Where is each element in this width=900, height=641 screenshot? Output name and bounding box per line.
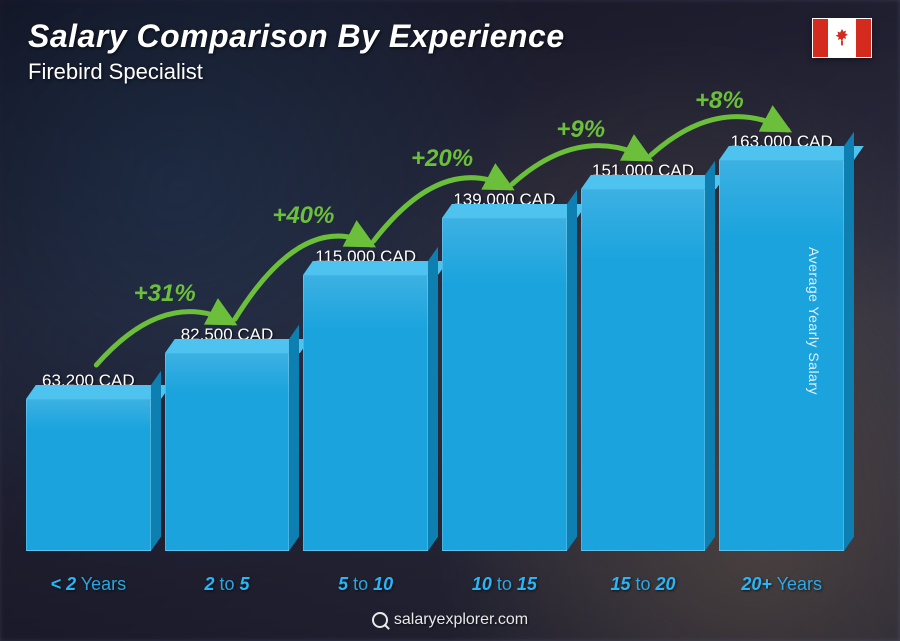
x-label: < 2 Years	[26, 574, 151, 595]
bar-col: 63,200 CAD	[26, 371, 151, 551]
page-title: Salary Comparison By Experience	[28, 18, 565, 55]
x-label: 2 to 5	[165, 574, 290, 595]
bar	[303, 275, 428, 551]
bar-col: 139,000 CAD	[442, 190, 567, 551]
bar-col: 163,000 CAD	[719, 132, 844, 551]
bar-col: 151,000 CAD	[581, 161, 706, 551]
logo-icon	[372, 612, 388, 628]
bars-container: 63,200 CAD82,500 CAD115,000 CAD139,000 C…	[20, 100, 850, 551]
footer-site: salaryexplorer.com	[394, 611, 528, 628]
title-block: Salary Comparison By Experience Firebird…	[28, 18, 565, 85]
footer: salaryexplorer.com	[0, 611, 900, 629]
x-label: 20+ Years	[719, 574, 844, 595]
bar	[719, 160, 844, 551]
bar-col: 82,500 CAD	[165, 325, 290, 551]
header: Salary Comparison By Experience Firebird…	[28, 18, 872, 85]
bar	[442, 218, 567, 551]
bar	[165, 353, 290, 551]
maple-leaf-icon	[831, 27, 853, 49]
x-label: 10 to 15	[442, 574, 567, 595]
x-label: 15 to 20	[581, 574, 706, 595]
bar	[26, 399, 151, 551]
bar-col: 115,000 CAD	[303, 247, 428, 551]
y-axis-label: Average Yearly Salary	[806, 247, 822, 395]
chart-area: 63,200 CAD82,500 CAD115,000 CAD139,000 C…	[20, 100, 850, 551]
bar	[581, 189, 706, 551]
page-subtitle: Firebird Specialist	[28, 59, 565, 85]
x-label: 5 to 10	[303, 574, 428, 595]
flag-canada-icon	[812, 18, 872, 58]
x-axis-labels: < 2 Years 2 to 5 5 to 10 10 to 15 15 to 20 20…	[20, 574, 850, 595]
